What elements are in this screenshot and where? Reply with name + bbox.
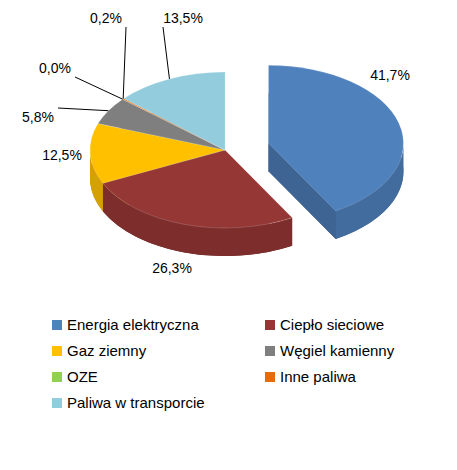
chart-svg: 41,7% 26,3% 12,5% 5,8% 0,0% 0,2% 13,5% Energia …	[0, 0, 457, 470]
data-label: 12,5%	[42, 147, 82, 163]
data-labels: 41,7% 26,3% 12,5% 5,8% 0,0% 0,2% 13,5%	[22, 10, 410, 276]
slice-top	[124, 72, 225, 150]
data-label: 0,2%	[90, 10, 122, 26]
data-label: 5,8%	[22, 109, 54, 125]
data-label: 0,0%	[39, 60, 71, 76]
legend-label: Energia elektryczna	[67, 316, 199, 333]
legend-swatch	[265, 346, 275, 356]
legend-label: Węgiel kamienny	[280, 342, 395, 359]
legend-label: Gaz ziemny	[67, 342, 147, 359]
legend-swatch	[52, 398, 62, 408]
legend-label: Inne paliwa	[280, 368, 357, 385]
leader-line	[123, 27, 126, 99]
legend-item: Inne paliwa	[265, 368, 357, 385]
legend-label: OZE	[67, 368, 98, 385]
legend-swatch	[52, 372, 62, 382]
legend-item: Gaz ziemny	[52, 342, 147, 359]
data-label: 41,7%	[370, 67, 410, 83]
legend-item: Ciepło sieciowe	[265, 316, 384, 333]
legend-swatch	[52, 320, 62, 330]
legend: Energia elektryczna Ciepło sieciowe Gaz zi…	[52, 316, 395, 411]
pie-marks	[90, 65, 404, 256]
data-label: 13,5%	[163, 10, 203, 26]
legend-swatch	[265, 372, 275, 382]
legend-label: Paliwa w transporcie	[67, 394, 205, 411]
leader-line	[58, 108, 108, 111]
legend-item: OZE	[52, 368, 98, 385]
legend-item: Węgiel kamienny	[265, 342, 395, 359]
chart-container: 41,7% 26,3% 12,5% 5,8% 0,0% 0,2% 13,5% Energia …	[0, 0, 457, 470]
leader-line	[75, 77, 123, 99]
legend-item: Energia elektryczna	[52, 316, 199, 333]
legend-swatch	[265, 320, 275, 330]
legend-item: Paliwa w transporcie	[52, 394, 205, 411]
legend-swatch	[52, 346, 62, 356]
slice-top	[268, 65, 403, 211]
data-label: 26,3%	[152, 260, 192, 276]
legend-label: Ciepło sieciowe	[280, 316, 384, 333]
leader-line	[163, 27, 169, 79]
